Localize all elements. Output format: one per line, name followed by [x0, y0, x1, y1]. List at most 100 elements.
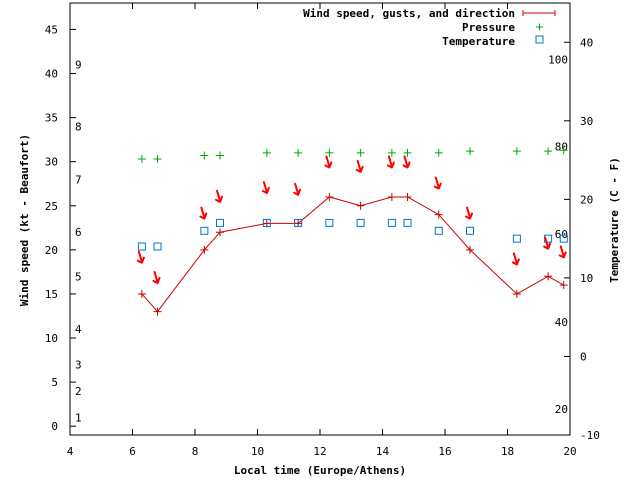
wind-direction-arrow	[543, 236, 552, 250]
wind-direction-arrow	[402, 155, 411, 169]
pressure-point	[387, 148, 396, 157]
wind-direction-arrow	[152, 270, 161, 284]
pressure-point	[325, 148, 334, 157]
pressure-point	[137, 155, 146, 164]
wind-point	[153, 307, 162, 316]
pressure-point	[512, 147, 521, 156]
x-tick-label: 20	[563, 445, 576, 458]
temperature-point	[403, 218, 412, 227]
y-tick-label: 25	[45, 200, 58, 213]
x-axis-label: Local time (Europe/Athens)	[234, 464, 406, 477]
temperature-point	[325, 218, 334, 227]
beaufort-label: 4	[75, 323, 82, 336]
wind-direction-arrow	[293, 182, 302, 196]
wind-direction-arrow	[324, 155, 333, 169]
fahrenheit-label: 80	[555, 141, 568, 154]
y-tick-label: 5	[51, 376, 58, 389]
temperature-point	[466, 226, 474, 235]
wind-point	[434, 210, 443, 219]
wind-point	[216, 228, 224, 237]
pressure-point	[153, 155, 162, 164]
x-tick-label: 18	[501, 445, 514, 458]
y-tick-label: 35	[45, 112, 58, 125]
pressure-point	[466, 147, 474, 156]
y-axis-label: Wind speed (kt - Beaufort)	[18, 134, 31, 306]
x-tick-label: 14	[376, 445, 390, 458]
wind-point	[559, 281, 568, 290]
beaufort-label: 2	[75, 385, 82, 398]
beaufort-label: 8	[75, 120, 82, 133]
y-tick-label: 0	[51, 420, 58, 433]
wind-point	[200, 245, 209, 254]
wind-point	[512, 289, 521, 298]
wind-direction-arrow	[465, 206, 473, 220]
legend-label-pressure: Pressure	[462, 21, 515, 34]
beaufort-label: 7	[75, 173, 82, 186]
wind-point	[544, 272, 553, 281]
x-tick-label: 6	[129, 445, 136, 458]
pressure-point	[200, 151, 209, 160]
plot-frame	[69, 2, 571, 436]
beaufort-label: 6	[75, 226, 82, 239]
pressure-point	[434, 148, 443, 157]
legend: Wind speed, gusts, and direction Pressur…	[303, 7, 556, 48]
y-tick-label: 15	[45, 288, 58, 301]
beaufort-label: 5	[75, 270, 82, 283]
wind-direction-arrow	[558, 245, 567, 259]
wind-direction-arrow	[355, 159, 364, 173]
wind-point	[387, 192, 396, 201]
pressure-point	[559, 146, 568, 155]
y-tick-label: 45	[45, 23, 58, 36]
temperature-point	[559, 234, 568, 243]
temperature-point	[200, 226, 209, 235]
x-tick-label: 12	[313, 445, 326, 458]
legend-swatch-temperature	[535, 35, 544, 44]
wind-point	[137, 289, 146, 298]
wind-direction-arrow	[199, 206, 208, 220]
y2-tick-label: 10	[580, 272, 593, 285]
wind-direction-arrow	[136, 250, 145, 264]
pressure-point	[262, 148, 271, 157]
pressure-point	[294, 148, 303, 157]
wind-direction-arrow	[386, 155, 395, 169]
temperature-point	[512, 234, 521, 243]
y2-axis-label: Temperature (C - F)	[608, 157, 621, 283]
fahrenheit-label: 60	[555, 228, 568, 241]
temperature-point	[262, 218, 271, 227]
beaufort-label: 1	[75, 411, 82, 424]
pressure-point	[544, 147, 553, 156]
wind-direction-arrow	[511, 252, 520, 266]
x-tick-label: 4	[67, 445, 74, 458]
y-tick-label: 10	[45, 332, 58, 345]
wind-point	[403, 192, 412, 201]
pressure-point	[356, 148, 365, 157]
legend-swatch-pressure	[536, 23, 543, 31]
y-tick-label: 40	[45, 68, 58, 81]
y2-tick-label: 0	[580, 350, 587, 363]
x-tick-label: 10	[251, 445, 264, 458]
wind-point	[325, 192, 334, 201]
legend-label-temperature: Temperature	[442, 35, 515, 48]
pressure-point	[403, 148, 412, 157]
y-tick-label: 30	[45, 156, 58, 169]
fahrenheit-label: 20	[555, 403, 568, 416]
beaufort-label: 3	[75, 358, 82, 371]
fahrenheit-label: 40	[555, 316, 568, 329]
temperature-point	[153, 242, 162, 251]
temperature-point	[137, 242, 146, 251]
beaufort-label: 9	[75, 59, 82, 72]
wind-point	[466, 245, 474, 254]
y2-tick-label: 30	[580, 115, 593, 128]
wind-direction-arrow	[215, 189, 223, 203]
y-tick-label: 20	[45, 244, 58, 257]
temperature-point	[216, 218, 224, 227]
temperature-point	[294, 218, 303, 227]
wind-point	[356, 201, 365, 210]
y2-tick-label: 20	[580, 193, 593, 206]
temperature-point	[356, 218, 365, 227]
temperature-point	[387, 218, 396, 227]
wind-direction-arrow	[433, 176, 442, 190]
y2-tick-label: 40	[580, 36, 593, 49]
pressure-point	[216, 151, 224, 160]
